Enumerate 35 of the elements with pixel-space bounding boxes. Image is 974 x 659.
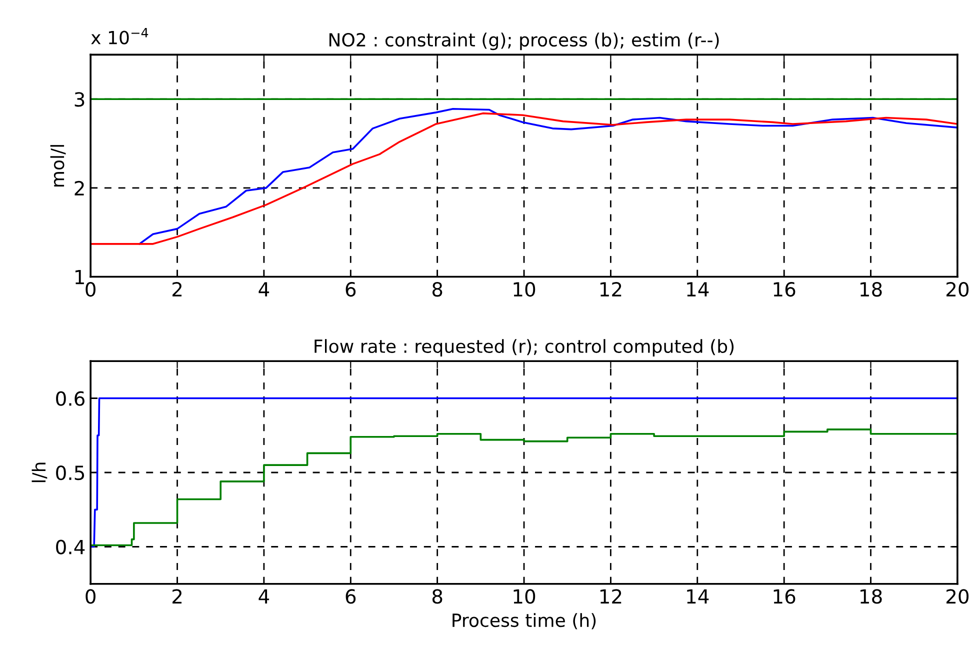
x-tick-label: 4 — [258, 282, 270, 296]
chart-title: Flow rate : requested (r); control computed (b) — [314, 339, 734, 357]
y-tick-label: 3 — [74, 92, 84, 107]
x-tick-label: 18 — [860, 589, 882, 604]
y-tick-label: 0.5 — [56, 465, 84, 480]
x-tick-label: 10 — [514, 589, 536, 604]
x-tick-label: 20 — [946, 282, 969, 297]
y-tick-label: 2 — [74, 180, 84, 196]
x-tick-label: 14 — [687, 282, 709, 296]
x-tick-label: 2 — [172, 282, 182, 296]
y-tick-label: 0.4 — [56, 540, 85, 554]
x-tick-label: 8 — [432, 589, 442, 604]
x-tick-label: 14 — [687, 589, 709, 604]
x-tick-label: 8 — [432, 282, 442, 297]
x-tick-label: 6 — [346, 589, 356, 604]
line-series — [90, 397, 958, 548]
y-tick-label: 1 — [75, 270, 84, 284]
x-tick-label: 16 — [774, 282, 796, 297]
x-tick-label: 0 — [86, 589, 96, 604]
x-tick-label: 2 — [172, 589, 182, 604]
x-tick-label: 12 — [600, 589, 622, 604]
x-tick-label: 10 — [514, 282, 536, 297]
y-tick-label: 0.6 — [56, 391, 84, 406]
y-axis-title: l/h — [32, 462, 48, 482]
y-axis-title: mol/l — [50, 145, 66, 186]
x-tick-label: 20 — [946, 589, 969, 604]
x-tick-label: 12 — [600, 282, 622, 296]
x-tick-label: 6 — [346, 282, 356, 297]
x-axis-title: Process time (h) — [452, 613, 596, 630]
x-tick-label: 0 — [86, 282, 96, 297]
x-tick-label: 16 — [774, 589, 796, 604]
x-tick-label: 18 — [860, 282, 882, 297]
chart-title: NO2 : constraint (g); process (b); estim (r--) — [329, 32, 719, 50]
text: x 10$^{−4}$ — [91, 28, 148, 44]
x-tick-label: 4 — [258, 589, 270, 604]
